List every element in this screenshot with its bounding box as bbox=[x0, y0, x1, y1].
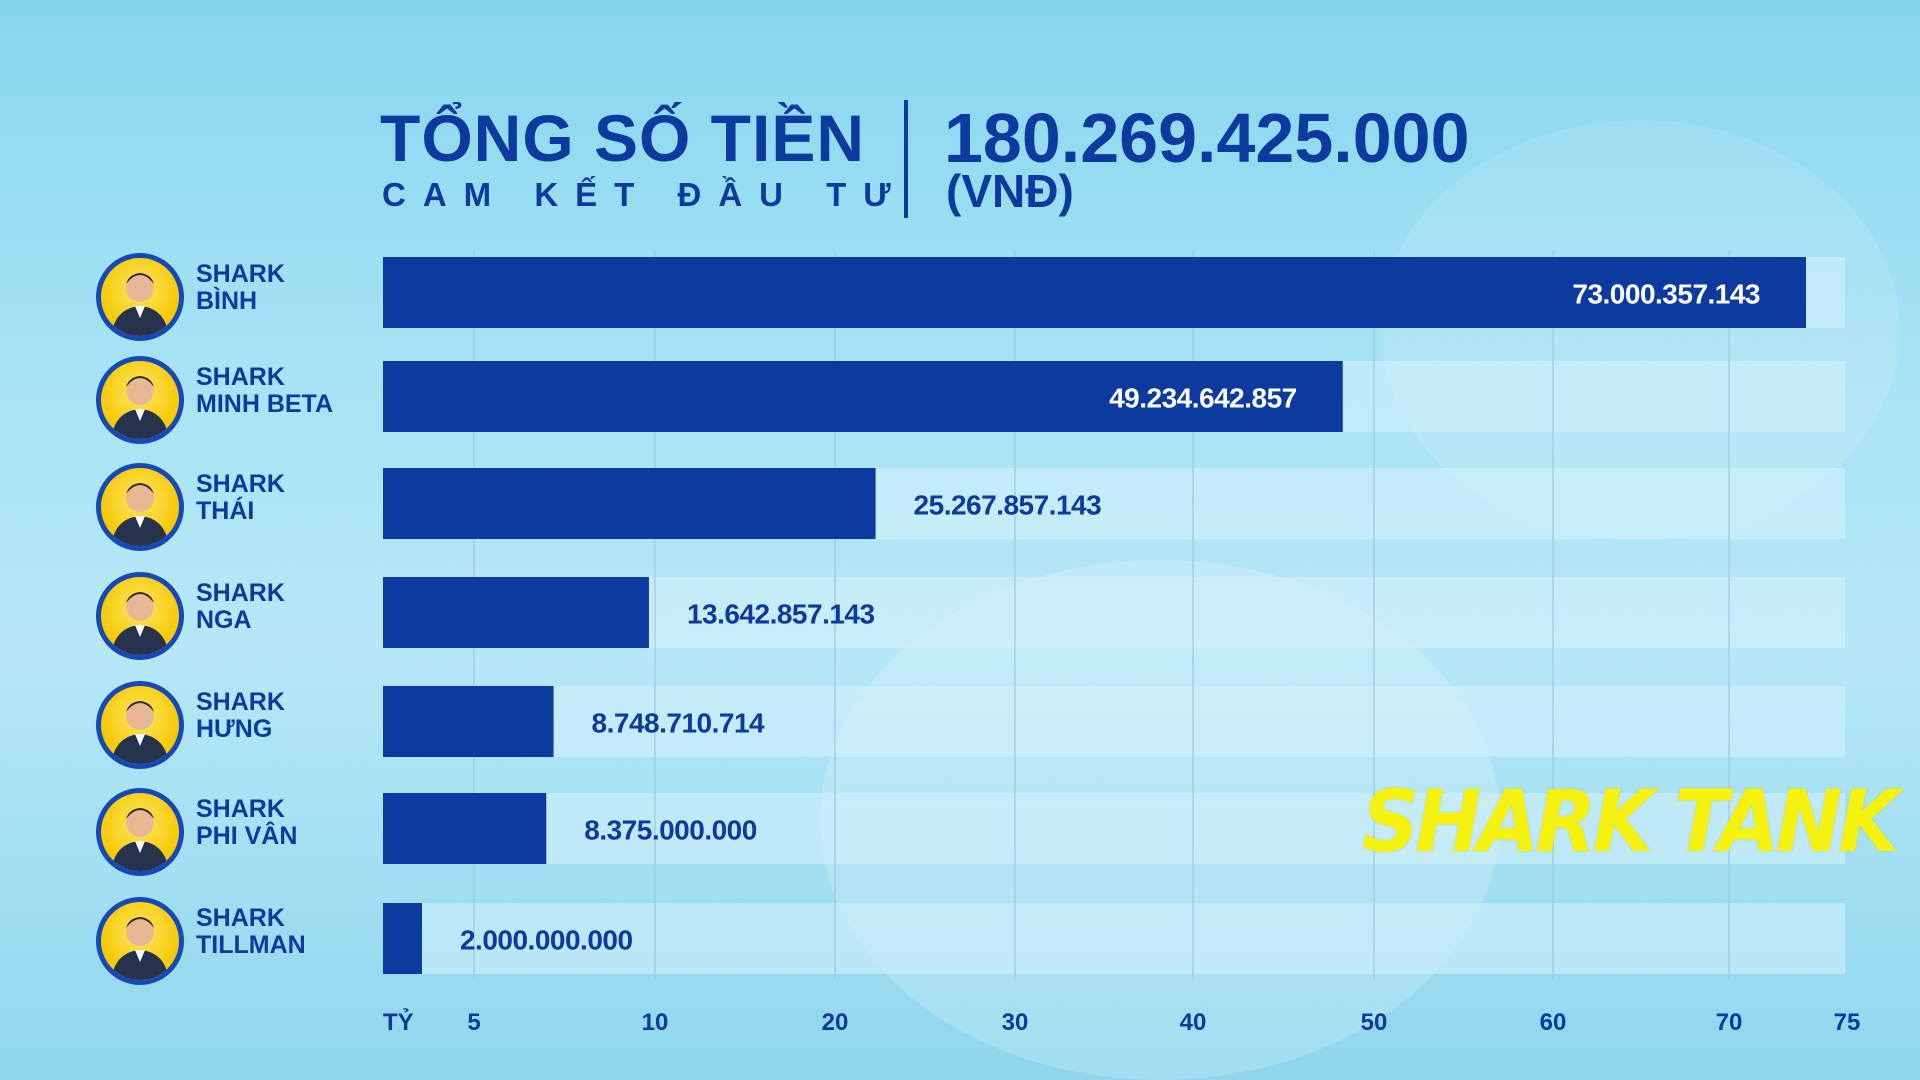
shark-name-line1: SHARK bbox=[196, 363, 285, 391]
shark-name: SHARK TILLMAN bbox=[196, 905, 306, 959]
shark-name-line2: HƯNG bbox=[196, 715, 273, 743]
person-icon bbox=[111, 917, 169, 980]
person-icon bbox=[111, 701, 169, 764]
shark-tank-logo: SHARK TANK 7 bbox=[1362, 772, 1920, 872]
shark-row: SHARK MINH BETA bbox=[96, 356, 386, 446]
currency-unit: (VNĐ) bbox=[946, 165, 1074, 217]
data-label: 25.267.857.143 bbox=[914, 490, 1102, 521]
shark-row: SHARK HƯNG bbox=[96, 681, 386, 771]
avatar bbox=[96, 788, 184, 876]
avatar bbox=[96, 572, 184, 660]
x-tick-label: 5 bbox=[467, 1009, 480, 1036]
bar bbox=[383, 577, 649, 648]
bar bbox=[383, 257, 1807, 328]
shark-name: SHARK PHI VÂN bbox=[196, 796, 297, 850]
shark-name-line1: SHARK bbox=[196, 260, 285, 288]
bar-track bbox=[383, 686, 1845, 757]
person-icon bbox=[111, 592, 169, 655]
shark-name-line2: PHI VÂN bbox=[196, 822, 298, 850]
shark-name-line2: THÁI bbox=[196, 497, 255, 525]
shark-row: SHARK TILLMAN bbox=[96, 897, 386, 987]
data-label: 13.642.857.143 bbox=[687, 599, 875, 630]
bar-track bbox=[383, 903, 1845, 974]
x-tick-label: 20 bbox=[822, 1009, 849, 1036]
shark-name-line1: SHARK bbox=[196, 579, 285, 607]
data-label: 49.234.642.857 bbox=[1109, 383, 1297, 414]
shark-name-line1: SHARK bbox=[196, 795, 285, 823]
data-label: 8.375.000.000 bbox=[584, 815, 757, 846]
shark-name: SHARK BÌNH bbox=[196, 261, 285, 315]
chart-title: TỔNG SỐ TIỀN bbox=[380, 101, 866, 175]
shark-name-line1: SHARK bbox=[196, 470, 285, 498]
shark-name-line2: TILLMAN bbox=[196, 931, 306, 959]
avatar bbox=[96, 356, 184, 444]
data-label: 2.000.000.000 bbox=[460, 925, 633, 956]
total-amount: 180.269.425.000 bbox=[944, 99, 1470, 177]
shark-row: SHARK PHI VÂN bbox=[96, 788, 386, 878]
shark-name-line1: SHARK bbox=[196, 688, 285, 716]
shark-name-line2: MINH BETA bbox=[196, 390, 334, 418]
shark-name-line2: NGA bbox=[196, 606, 252, 634]
x-tick-label: 10 bbox=[642, 1009, 669, 1036]
bar bbox=[383, 361, 1343, 432]
avatar bbox=[96, 253, 184, 341]
x-tick-label: 40 bbox=[1180, 1009, 1207, 1036]
header-divider bbox=[904, 100, 908, 218]
shark-row: SHARK THÁI bbox=[96, 463, 386, 553]
x-tick-label: 50 bbox=[1361, 1009, 1388, 1036]
x-tick-label: 30 bbox=[1002, 1009, 1029, 1036]
shark-name: SHARK MINH BETA bbox=[196, 364, 333, 418]
avatar bbox=[96, 897, 184, 985]
chart-subtitle: CAM KẾT ĐẦU TƯ bbox=[382, 176, 908, 213]
shark-name: SHARK HƯNG bbox=[196, 689, 285, 743]
person-icon bbox=[111, 808, 169, 871]
x-tick-label: 60 bbox=[1540, 1009, 1567, 1036]
data-label: 8.748.710.714 bbox=[592, 708, 765, 739]
avatar bbox=[96, 681, 184, 769]
shark-row: SHARK BÌNH bbox=[96, 253, 386, 343]
avatar bbox=[96, 463, 184, 551]
bar-track bbox=[383, 793, 1845, 864]
person-icon bbox=[111, 483, 169, 546]
x-tick-label: 70 bbox=[1716, 1009, 1743, 1036]
x-tick-label: 75 bbox=[1834, 1009, 1861, 1036]
shark-name: SHARK THÁI bbox=[196, 471, 285, 525]
person-icon bbox=[111, 376, 169, 439]
shark-name-line2: BÌNH bbox=[196, 287, 258, 315]
shark-name: SHARK NGA bbox=[196, 580, 285, 634]
bar bbox=[383, 686, 554, 757]
bar bbox=[383, 903, 422, 974]
person-icon bbox=[111, 273, 169, 336]
shark-name-line1: SHARK bbox=[196, 904, 285, 932]
bar bbox=[383, 793, 547, 864]
x-axis-unit-label: TỶ bbox=[383, 1007, 414, 1036]
bar bbox=[383, 468, 876, 539]
shark-row: SHARK NGA bbox=[96, 572, 386, 662]
data-label: 73.000.357.143 bbox=[1572, 279, 1760, 310]
